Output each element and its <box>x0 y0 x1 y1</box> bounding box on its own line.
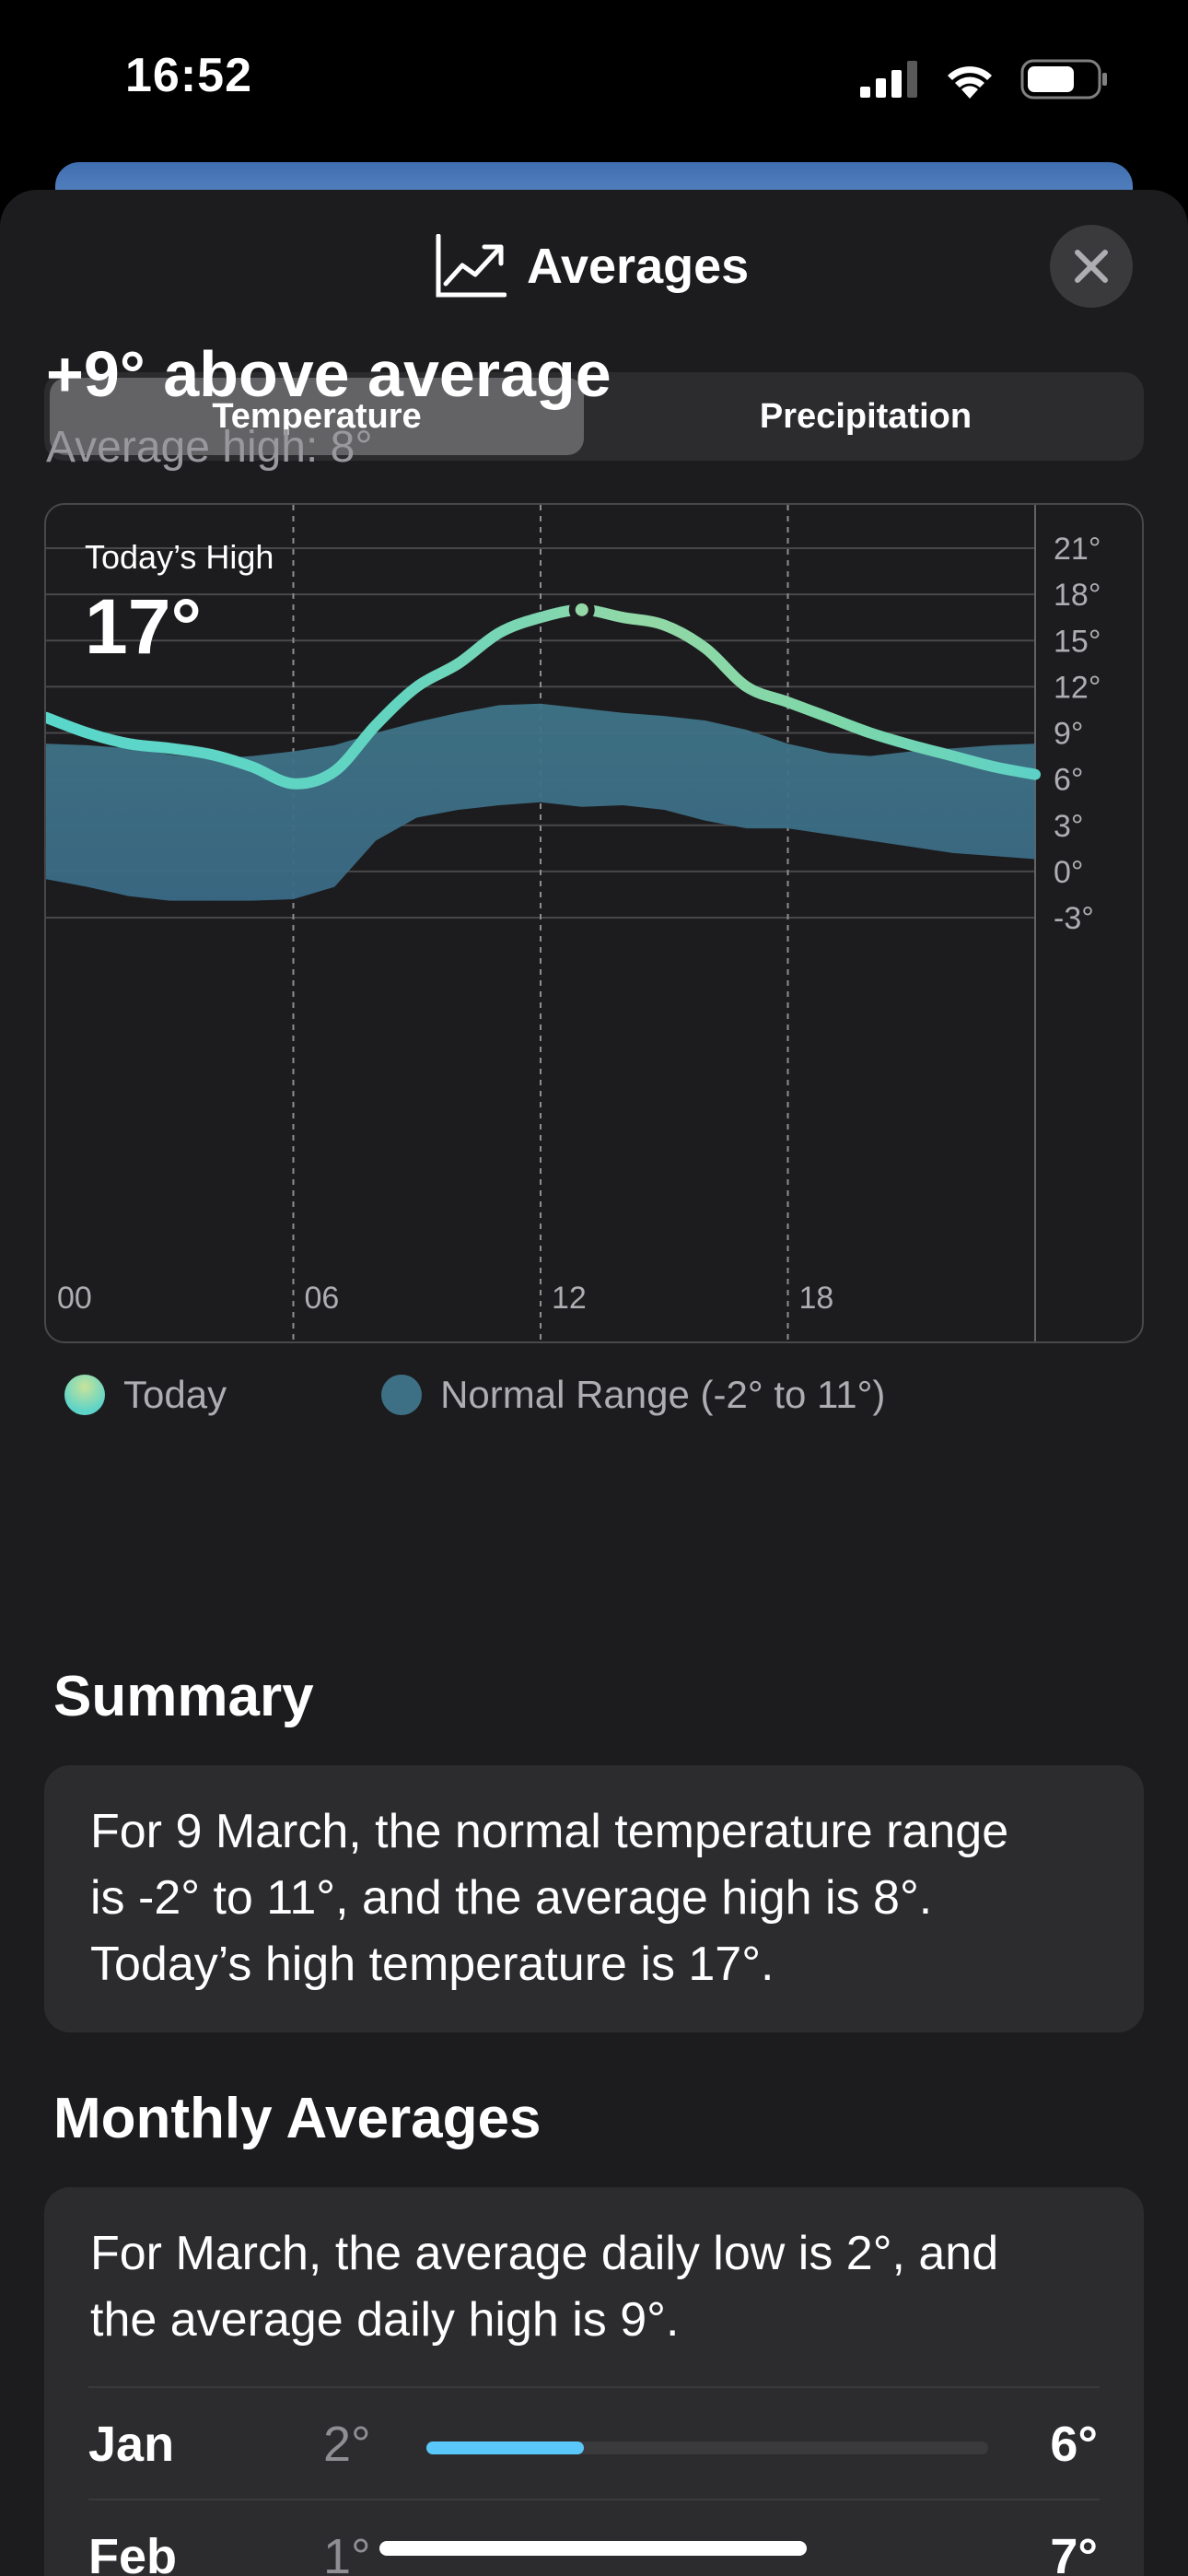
average-high-subtitle: Average high: 8° <box>46 423 373 472</box>
summary-heading: Summary <box>53 1665 314 1728</box>
legend-swatch-today <box>64 1375 105 1415</box>
status-bar: 16:52 <box>0 0 1188 161</box>
monthly-averages-heading: Monthly Averages <box>53 2087 542 2150</box>
month-low: 1° <box>323 2529 371 2576</box>
sheet-header: Averages <box>0 190 1188 346</box>
summary-line-2: is -2° to 11°, and the average high is 8… <box>90 1871 933 1925</box>
todays-high-label: Today’s High <box>85 538 274 576</box>
cellular-signal-icon <box>860 61 917 98</box>
todays-high-value: 17° <box>85 583 203 670</box>
x-tick-label: 06 <box>305 1281 340 1316</box>
tab-temperature[interactable]: Temperature <box>50 378 584 455</box>
month-name: Jan <box>88 2417 175 2472</box>
y-tick-label: 15° <box>1054 624 1101 659</box>
month-row-feb: Feb 1° 7° <box>88 2500 1098 2576</box>
deviation-headline: +9° above average <box>46 338 611 410</box>
wifi-icon <box>948 66 992 99</box>
legend-item-normal-range: Normal Range (-2° to 11°) <box>381 1373 885 1417</box>
todays-high-marker <box>575 603 588 616</box>
normal-range-area <box>46 703 1035 901</box>
temperature-chart: 21° 18° 15° 12° 9° 6° 3° 0° -3° 00 06 12 18 Today’s… <box>44 503 1144 1343</box>
x-tick-label: 00 <box>57 1281 92 1316</box>
chart-legend: Today Normal Range (-2° to 11°) <box>64 1373 885 1417</box>
tab-precipitation[interactable]: Precipitation <box>759 396 973 436</box>
legend-item-today: Today <box>64 1373 227 1417</box>
page-title: Averages <box>527 239 750 294</box>
today-temperature-line <box>46 603 1041 790</box>
summary-line-1: For 9 March, the normal temperature rang… <box>90 1805 1009 1858</box>
y-tick-label: 3° <box>1054 809 1084 844</box>
y-tick-label: 18° <box>1054 578 1101 613</box>
x-tick-label: 12 <box>552 1281 587 1316</box>
monthly-divider <box>88 2386 1100 2388</box>
metric-segmented-control: Temperature Precipitation <box>44 372 1144 461</box>
status-time: 16:52 <box>125 49 252 102</box>
monthly-line-1: For March, the average daily low is 2°, … <box>90 2227 999 2280</box>
home-indicator <box>379 2541 807 2556</box>
chart-canvas: 21° 18° 15° 12° 9° 6° 3° 0° -3° 00 06 12 18 <box>46 505 1101 1341</box>
month-high: 7° <box>1050 2529 1098 2576</box>
summary-line-3: Today’s high temperature is 17°. <box>90 1938 775 1991</box>
month-range-bar <box>426 2441 584 2454</box>
month-range-track <box>426 2441 988 2454</box>
summary-card: For 9 March, the normal temperature rang… <box>44 1765 1144 2032</box>
y-tick-label: 0° <box>1054 855 1084 890</box>
y-tick-label: 21° <box>1054 532 1101 567</box>
legend-label-today: Today <box>123 1373 227 1416</box>
xmark-icon <box>1075 250 1108 283</box>
monthly-line-2: the average daily high is 9°. <box>90 2293 680 2347</box>
month-row-jan: Jan 2° 6° <box>88 2388 1098 2499</box>
month-low: 2° <box>323 2417 371 2472</box>
month-high: 6° <box>1050 2417 1098 2472</box>
legend-label-normal-range: Normal Range (-2° to 11°) <box>440 1373 886 1416</box>
battery-icon <box>1020 59 1107 100</box>
x-tick-label: 18 <box>799 1281 834 1316</box>
y-tick-label: 12° <box>1054 670 1101 705</box>
close-button[interactable] <box>1050 225 1133 308</box>
header-title-group: Averages <box>435 234 749 299</box>
y-tick-label: 9° <box>1054 717 1084 752</box>
chart-line-uptrend-icon <box>436 234 507 298</box>
status-icons <box>860 59 1109 100</box>
legend-swatch-normal-range <box>381 1375 423 1415</box>
month-name: Feb <box>88 2529 178 2576</box>
monthly-divider <box>88 2499 1100 2500</box>
y-tick-label: 6° <box>1054 763 1084 798</box>
monthly-averages-card: For March, the average daily low is 2°, … <box>44 2187 1144 2576</box>
averages-sheet: Averages Temperature Precipitation <box>0 190 1188 2576</box>
y-tick-label: -3° <box>1054 901 1094 936</box>
